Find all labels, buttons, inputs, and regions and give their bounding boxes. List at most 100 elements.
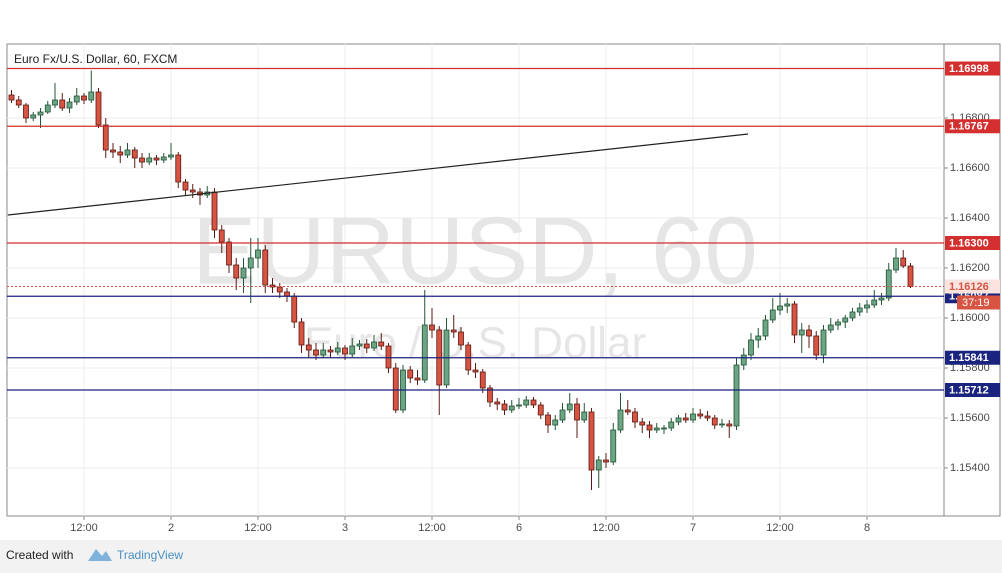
candle-body	[755, 335, 762, 341]
candle-body	[603, 459, 609, 463]
candle-body	[581, 411, 588, 421]
candle-body	[175, 154, 182, 183]
candle-body	[653, 427, 660, 431]
candle-body	[835, 321, 841, 326]
candle-body	[52, 99, 58, 106]
level-label: 1.16998	[949, 63, 989, 75]
brand-logo	[88, 549, 112, 561]
candle-body	[697, 413, 704, 417]
candle-body	[827, 324, 834, 331]
candle-body	[233, 264, 240, 279]
level-label-box	[945, 119, 1000, 134]
candle-body	[595, 459, 602, 471]
candle-body	[632, 411, 638, 423]
chart-title: Euro Fx/U.S. Dollar, 60, FXCM	[14, 52, 177, 66]
x-tick-label: 12:00	[70, 522, 98, 534]
candle-body	[342, 347, 348, 355]
y-tick-label: 1.16200	[950, 262, 990, 274]
candle-body	[769, 309, 776, 321]
level-label-box	[945, 61, 1000, 76]
candle-body	[334, 347, 341, 353]
candle-body	[59, 99, 66, 109]
candle-body	[501, 403, 508, 411]
candle-body	[23, 104, 29, 119]
candle-body	[661, 427, 667, 430]
candle-body	[81, 95, 87, 101]
candle-body	[791, 303, 798, 336]
candle-body	[298, 321, 305, 346]
candle-body	[900, 257, 907, 267]
candle-body	[15, 99, 22, 106]
candle-body	[530, 399, 537, 406]
candle-body	[255, 249, 261, 259]
candle-body	[639, 421, 646, 426]
candle-body	[864, 304, 870, 309]
y-tick-label: 1.16400	[950, 212, 990, 224]
y-tick-label: 1.15800	[950, 362, 990, 374]
footer-text: Created with	[6, 548, 73, 562]
candle-body	[349, 345, 356, 355]
candle-body	[73, 95, 80, 103]
candle-body	[160, 156, 167, 161]
candle-body	[574, 403, 580, 421]
candle-body	[392, 367, 399, 411]
candle-body	[363, 343, 370, 349]
candle-body	[117, 151, 124, 156]
candle-body	[545, 414, 551, 426]
candle-body	[37, 111, 44, 116]
candle-body	[30, 114, 37, 119]
trendline	[7, 133, 749, 216]
level-label-box	[945, 236, 1000, 250]
plot-frame	[6, 43, 945, 517]
candle-body	[487, 387, 493, 403]
candle-body	[798, 329, 805, 336]
watermark-subtitle: Euro / U.S. Dollar	[304, 319, 646, 368]
x-tick-label: 8	[864, 522, 870, 534]
candle-body	[617, 409, 624, 431]
level-label: 1.16767	[949, 121, 989, 133]
x-tick-label: 6	[516, 522, 522, 534]
candle-body	[777, 305, 783, 311]
candle-body	[516, 404, 522, 407]
candle-body	[211, 191, 218, 231]
candle-body	[276, 286, 283, 293]
candle-body	[537, 404, 544, 416]
y-tick-label: 1.15600	[950, 412, 990, 424]
countdown-box	[957, 295, 1000, 310]
candle-body	[885, 269, 892, 299]
x-tick-label: 12:00	[244, 522, 272, 534]
level-label: 1.15712	[949, 384, 989, 396]
footer-bar	[0, 540, 1002, 573]
x-tick-label: 7	[690, 522, 696, 534]
candle-body	[719, 423, 725, 426]
candle-body	[8, 94, 15, 101]
candle-body	[682, 417, 689, 421]
candle-body	[523, 399, 530, 406]
candle-body	[907, 265, 914, 287]
candle-body	[153, 157, 160, 161]
candle-body	[189, 189, 196, 193]
candle-body	[479, 371, 486, 389]
y-tick-label: 1.15400	[950, 462, 990, 474]
candle-body	[291, 295, 298, 323]
candle-body	[472, 369, 479, 373]
candle-body	[429, 324, 435, 331]
candle-body	[313, 349, 319, 356]
candle-body	[320, 349, 327, 356]
candle-body	[131, 149, 138, 159]
candle-body	[675, 417, 682, 423]
candle-body	[559, 409, 566, 421]
candle-body	[44, 104, 51, 113]
candle-body	[110, 149, 116, 153]
candle-body	[690, 413, 696, 421]
candle-body	[407, 369, 414, 379]
candle-body	[646, 424, 653, 431]
candle-body	[552, 419, 559, 426]
brand-link[interactable]: TradingView	[117, 548, 183, 562]
countdown: 37:19	[962, 297, 990, 309]
candle-body	[856, 307, 863, 313]
candle-body	[458, 331, 464, 346]
level-label-box	[945, 383, 1000, 397]
